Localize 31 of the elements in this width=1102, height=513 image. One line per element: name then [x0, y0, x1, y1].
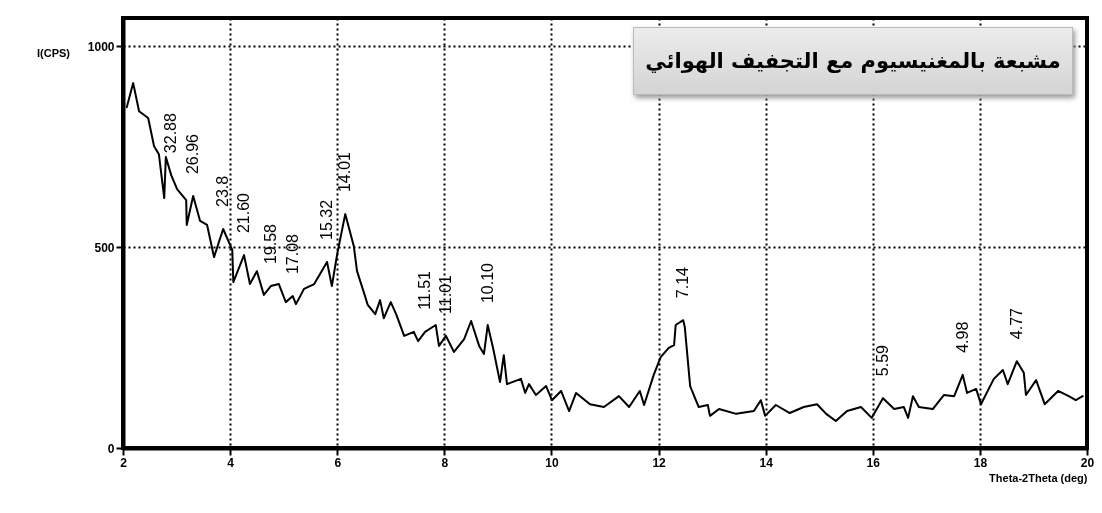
x-tick-label: 16 — [866, 455, 881, 470]
x-tick-label: 4 — [227, 455, 235, 470]
y-tick-label: 1000 — [87, 39, 115, 54]
x-tick-label: 6 — [334, 455, 342, 470]
annotation: 11.01 — [436, 274, 454, 314]
annotation: 7.14 — [674, 266, 692, 299]
y-tick-label: 0 — [107, 441, 115, 456]
x-tick-label: 2 — [120, 455, 128, 470]
x-tick-label: 18 — [973, 455, 988, 470]
annotation: 5.59 — [873, 344, 891, 377]
annotation: 10.10 — [478, 262, 496, 304]
annotation: 32.88 — [162, 112, 180, 154]
annotation: 23.8 — [214, 175, 232, 207]
x-tick-label: 12 — [652, 455, 667, 470]
annotation: 11.51 — [416, 270, 434, 310]
x-tick-label: 14 — [759, 455, 774, 470]
x-tick-label: 10 — [545, 455, 559, 470]
x-axis-title: Theta-2Theta (deg) — [989, 471, 1088, 484]
annotation: 17.08 — [283, 233, 301, 275]
annotation: 19.58 — [261, 223, 279, 265]
x-tick-label: 8 — [441, 455, 449, 470]
x-tick-label: 20 — [1080, 455, 1095, 470]
annotation: 4.98 — [953, 321, 971, 353]
y-tick-label: 500 — [94, 240, 115, 255]
annotation: 26.96 — [184, 133, 202, 175]
annotation: 21.60 — [235, 192, 253, 234]
text: مشبعة بالمغنيسيوم مع التجفيف الهوائي — [633, 27, 1073, 95]
annotation: 14.01 — [336, 151, 354, 193]
annotation: 15.32 — [318, 199, 336, 240]
y-axis-title: I(CPS) — [37, 46, 71, 59]
annotation: 4.77 — [1007, 307, 1025, 340]
